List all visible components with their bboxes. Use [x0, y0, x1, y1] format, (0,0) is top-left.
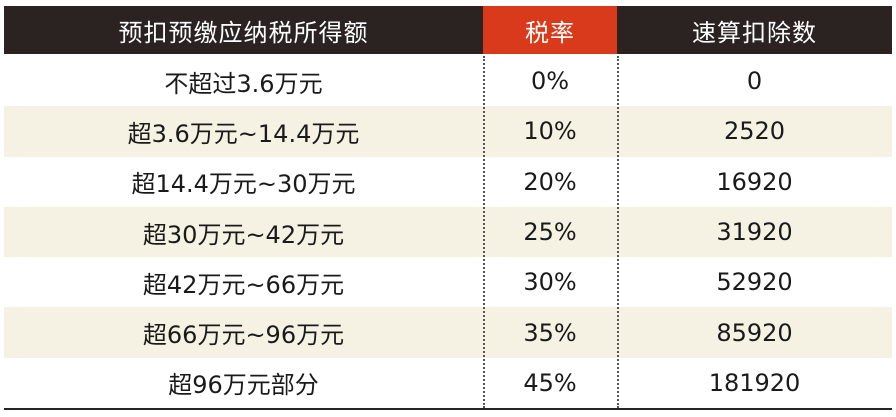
cell-deduction: 181920 — [708, 368, 801, 397]
cell-tax-rate: 20% — [523, 167, 577, 196]
cell-deduction: 0 — [746, 67, 763, 96]
header-taxable-income: 预扣预缴应纳税所得额 — [4, 6, 483, 54]
header-tax-rate: 税率 — [483, 6, 617, 54]
column-divider — [617, 56, 619, 408]
cell-deduction: 52920 — [716, 268, 793, 297]
table-row: 超3.6万元~14.4万元 10% 2520 — [4, 106, 892, 157]
table-row: 超42万元~66万元 30% 52920 — [4, 257, 892, 307]
cell-deduction: 2520 — [723, 117, 786, 146]
cell-tax-rate: 35% — [523, 318, 577, 347]
cell-income-range: 超30万元~42万元 — [142, 220, 345, 249]
cell-tax-rate: 45% — [523, 368, 577, 397]
table-body: 不超过3.6万元 0% 0 超3.6万元~14.4万元 10% 2520 超14… — [4, 56, 892, 408]
cell-income-range: 超14.4万元~30万元 — [131, 170, 356, 199]
column-divider — [483, 56, 485, 408]
cell-income-range: 不超过3.6万元 — [164, 69, 323, 98]
table-bottom-rule — [4, 408, 892, 410]
table-row: 超66万元~96万元 35% 85920 — [4, 307, 892, 358]
table-header: 预扣预缴应纳税所得额 税率 速算扣除数 — [4, 6, 892, 54]
header-quick-deduction: 速算扣除数 — [617, 6, 892, 54]
table-row: 超30万元~42万元 25% 31920 — [4, 206, 892, 258]
table-row: 超96万元部分 45% 181920 — [4, 358, 892, 408]
table-row: 不超过3.6万元 0% 0 — [4, 56, 892, 106]
cell-deduction: 85920 — [716, 318, 793, 347]
cell-tax-rate: 10% — [523, 117, 577, 146]
cell-income-range: 超66万元~96万元 — [142, 321, 345, 350]
cell-income-range: 超3.6万元~14.4万元 — [127, 119, 360, 148]
cell-tax-rate: 0% — [530, 67, 570, 96]
cell-income-range: 超42万元~66万元 — [142, 270, 345, 299]
cell-tax-rate: 30% — [523, 268, 577, 297]
cell-deduction: 31920 — [716, 218, 793, 247]
cell-income-range: 超96万元部分 — [168, 371, 319, 400]
cell-tax-rate: 25% — [523, 218, 577, 247]
cell-deduction: 16920 — [716, 167, 793, 196]
table-row: 超14.4万元~30万元 20% 16920 — [4, 157, 892, 207]
